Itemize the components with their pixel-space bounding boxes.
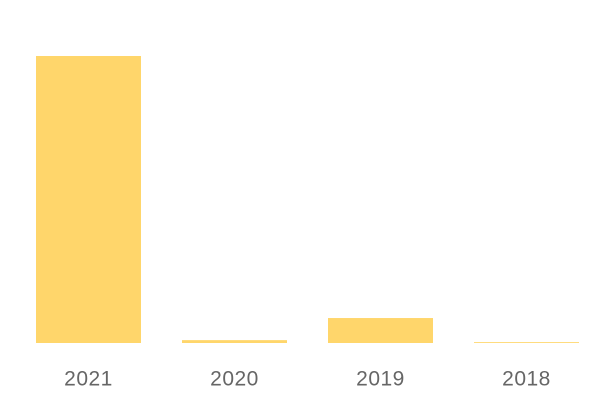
x-tick-label: 2018	[502, 368, 551, 391]
x-tick-label: 2021	[64, 368, 113, 391]
bar	[36, 56, 141, 343]
bar	[474, 342, 579, 343]
x-tick-label: 2020	[210, 368, 259, 391]
x-tick-label: 2019	[356, 368, 405, 391]
bar	[328, 318, 433, 343]
bar	[182, 340, 287, 343]
